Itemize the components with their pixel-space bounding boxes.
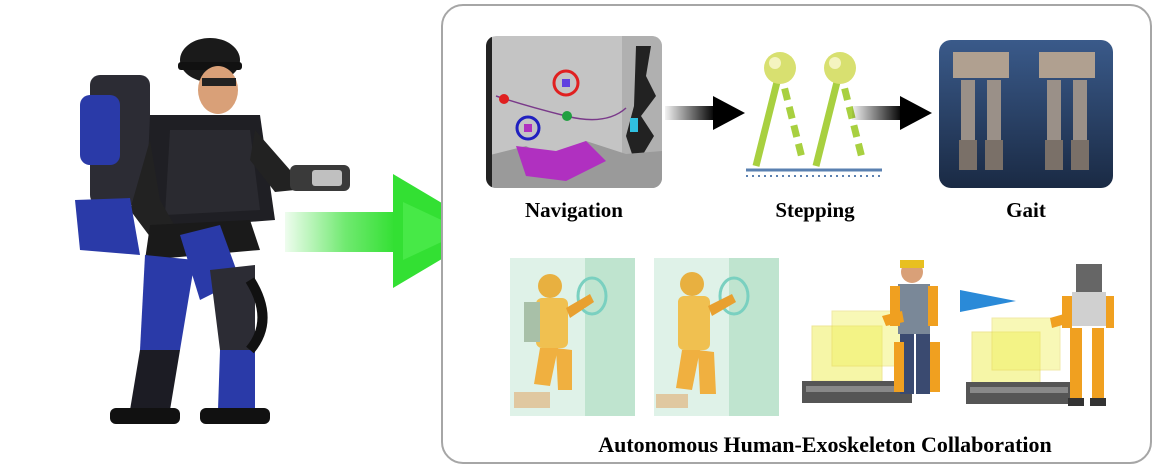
exoskeleton-wearer-icon bbox=[75, 38, 350, 424]
human-exoskeleton-carrying-icon bbox=[802, 260, 940, 403]
arrow-to-stepping-icon bbox=[665, 96, 745, 130]
collaboration-label: Autonomous Human-Exoskeleton Collaborati… bbox=[598, 432, 1052, 457]
gait-label: Gait bbox=[1006, 198, 1046, 222]
stepping-diagram-icon bbox=[746, 52, 882, 177]
autonomous-exoskeleton-carrying-icon bbox=[966, 264, 1114, 406]
navigation-label: Navigation bbox=[524, 198, 623, 222]
stepping-label: Stepping bbox=[775, 198, 855, 222]
navigation-map-icon bbox=[486, 36, 662, 188]
exoskeleton-pushing-icon bbox=[510, 258, 635, 416]
collaboration-arrow-icon bbox=[960, 290, 1016, 312]
arrow-to-gait-icon bbox=[852, 96, 932, 130]
gait-robots-icon bbox=[939, 40, 1113, 188]
exoskeleton-pushing-alt-icon bbox=[654, 258, 779, 416]
